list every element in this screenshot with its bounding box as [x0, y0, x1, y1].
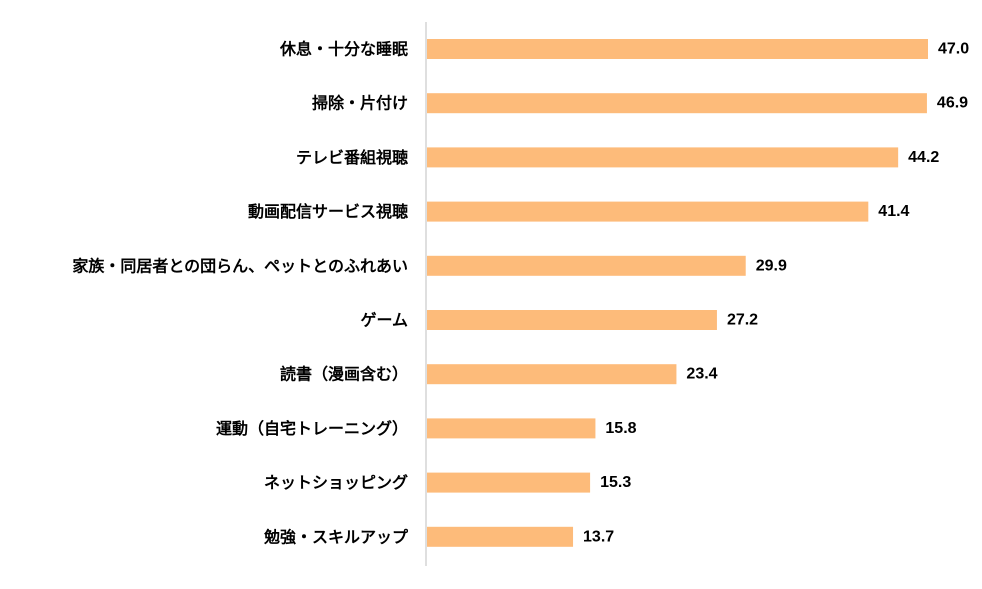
category-label: ネットショッピング	[264, 473, 408, 492]
category-label: 家族・同居者との団らん、ペットとのふれあい	[72, 256, 408, 275]
bar	[427, 418, 596, 439]
category-label: テレビ番組視聴	[296, 148, 408, 167]
bar	[427, 364, 677, 385]
data-label: 46.9	[937, 95, 968, 112]
category-label: 休息・十分な睡眠	[279, 40, 408, 59]
bar	[427, 39, 928, 59]
data-label: 47.0	[938, 41, 969, 58]
bar	[427, 310, 717, 330]
data-label: 29.9	[756, 257, 787, 274]
category-label: 掃除・片付け	[312, 94, 408, 113]
category-label: 読書（漫画含む）	[280, 365, 408, 384]
bar	[427, 93, 927, 114]
category-label: 勉強・スキルアップ	[263, 527, 409, 546]
data-label: 15.3	[600, 474, 631, 491]
data-label: 23.4	[686, 366, 717, 383]
value-labels-group: 47.0 46.9 44.2 41.4 29.9 27.2 23.4 15.8 15.3 13.7	[583, 41, 969, 546]
bar	[427, 201, 869, 222]
bar	[427, 255, 746, 276]
data-label: 41.4	[878, 203, 909, 220]
bars-group	[427, 39, 928, 547]
data-label: 15.8	[605, 420, 636, 437]
category-label: 動画配信サービス視聴	[248, 202, 408, 221]
category-labels-group: 休息・十分な睡眠掃除・片付けテレビ番組視聴動画配信サービス視聴家族・同居者との団…	[72, 40, 409, 547]
data-label: 27.2	[727, 312, 758, 329]
bar	[427, 526, 574, 547]
data-label: 13.7	[583, 528, 614, 545]
data-label: 44.2	[908, 149, 939, 166]
category-label: ゲーム	[360, 311, 408, 330]
category-label: 運動（自宅トレーニング）	[216, 419, 408, 438]
bar	[427, 472, 591, 493]
bar	[427, 147, 899, 168]
